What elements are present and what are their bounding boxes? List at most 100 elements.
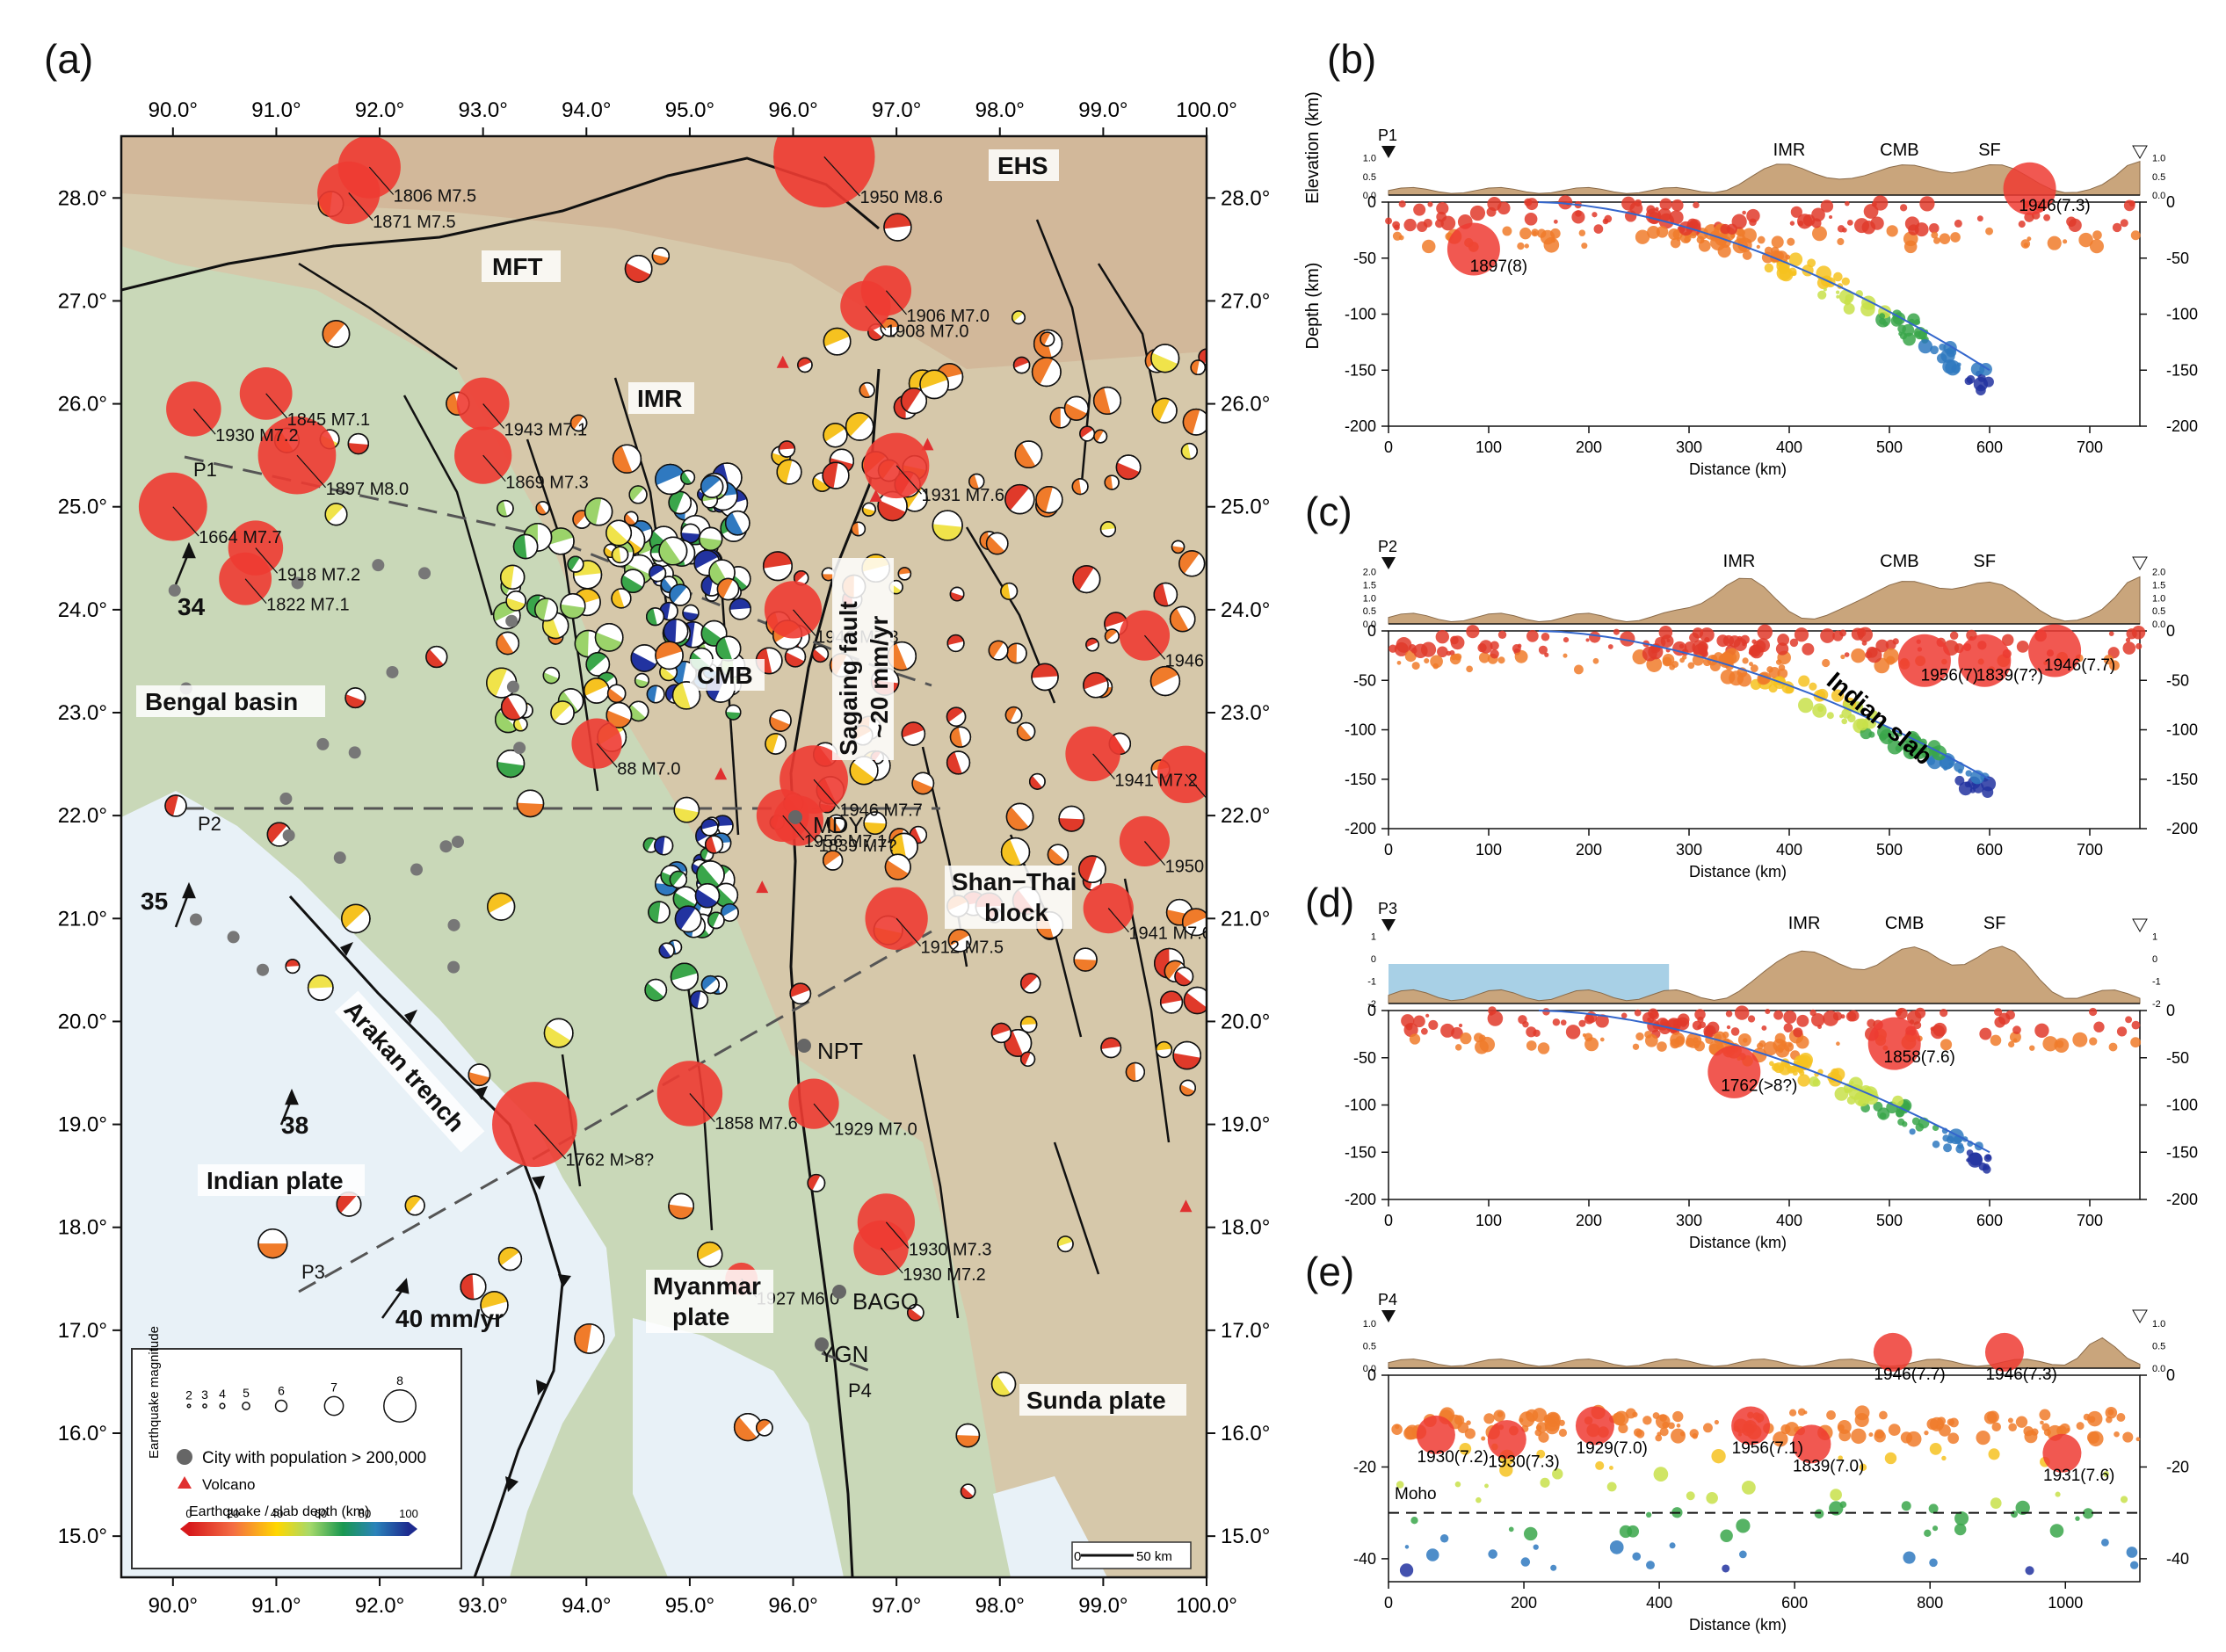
hypocenter <box>1690 231 1697 239</box>
hypocenter <box>1647 225 1660 239</box>
hypocenter <box>1779 267 1794 282</box>
historic-earthquake-label: 88 M7.0 <box>617 759 680 779</box>
arakan-trench-line <box>288 895 564 1577</box>
focal-mechanism <box>623 511 639 526</box>
focal-mechanism <box>680 469 696 485</box>
hypocenter <box>2126 1547 2138 1558</box>
hypocenter <box>1940 1039 1953 1051</box>
section-annotation: 1930(7.2) <box>1418 1448 1489 1467</box>
focal-mechanism <box>1115 454 1142 481</box>
hypocenter <box>1544 652 1549 657</box>
focal-mechanism <box>512 533 539 560</box>
hypocenter <box>1854 1405 1870 1421</box>
focal-mechanism <box>669 870 688 889</box>
depth-tick-label: -50 <box>1353 1049 1376 1067</box>
x-tick-label: 0 <box>1384 841 1393 859</box>
legend-volcano-text: Volcano <box>202 1476 256 1493</box>
hypocenter <box>1785 254 1791 260</box>
x-tick-label: 0 <box>1384 438 1393 456</box>
hypocenter <box>1693 1040 1706 1052</box>
legend-depth-tick: 100 <box>399 1507 418 1520</box>
elevation-tick-right: 0.0 <box>2152 620 2165 630</box>
hypocenter <box>1645 208 1662 224</box>
hypocenter <box>1483 1413 1495 1424</box>
depth-tick-label: -100 <box>1345 306 1376 323</box>
lat-tick-right: 15.0° <box>1221 1525 1270 1548</box>
hypocenter <box>1742 228 1757 243</box>
hypocenter <box>1860 301 1875 317</box>
x-tick-label: 0 <box>1384 1594 1393 1612</box>
hypocenter <box>1422 239 1436 254</box>
city-dot <box>447 918 460 931</box>
city-dot-mdy <box>788 810 802 824</box>
focal-mechanism <box>404 1195 425 1216</box>
volcano-icon <box>776 355 789 368</box>
x-tick-label: 1000 <box>2048 1594 2083 1612</box>
profile-end-marker <box>2132 1309 2148 1324</box>
historic-event-circle <box>1873 1332 1912 1372</box>
elevation-tick-right: 2.0 <box>2152 568 2165 578</box>
hypocenter <box>1817 290 1827 300</box>
focal-mechanism <box>644 978 668 1002</box>
hypocenter <box>1954 1523 1967 1536</box>
hypocenter <box>2040 1420 2044 1425</box>
hypocenter <box>1621 1012 1628 1019</box>
hypocenter <box>1802 642 1815 656</box>
legend-magnitude-label: 3 <box>201 1388 208 1402</box>
hypocenter <box>1477 642 1487 653</box>
focal-mechanism <box>673 796 700 823</box>
depth-tick-label: -200 <box>1345 820 1376 837</box>
hypocenter <box>1589 631 1601 643</box>
hypocenter <box>1620 631 1635 647</box>
hypocenter <box>1621 196 1636 211</box>
focal-mechanism <box>883 213 912 242</box>
hypocenter <box>1657 1041 1667 1052</box>
focal-mechanism <box>700 975 720 995</box>
legend-magnitude-circle <box>219 1402 226 1409</box>
hypocenter <box>1987 1410 1999 1424</box>
historic-earthquake-label: 1941 M7.2 <box>1114 772 1198 791</box>
hypocenter <box>1778 664 1786 671</box>
focal-mechanism <box>919 369 949 400</box>
hypocenter <box>1939 233 1951 244</box>
historic-earthquake-label: 1871 M7.5 <box>373 213 456 232</box>
highland-terrain <box>121 136 1207 1577</box>
hypocenter <box>1711 1449 1726 1464</box>
hypocenter <box>1538 645 1548 655</box>
focal-mechanism <box>849 756 879 786</box>
x-tick-label: 700 <box>2077 438 2103 456</box>
lat-tick-left: 19.0° <box>58 1113 107 1137</box>
focal-mechanism <box>1169 605 1196 633</box>
lon-tick-top: 93.0° <box>459 98 508 122</box>
focal-mechanism <box>1040 331 1055 347</box>
hypocenter <box>1454 1044 1462 1051</box>
hypocenter <box>1741 1480 1756 1495</box>
legend-city-dot <box>177 1449 192 1465</box>
focal-mechanism <box>946 750 971 775</box>
x-tick-label: 300 <box>1676 1212 1702 1229</box>
label-v38: 38 <box>281 1112 308 1139</box>
lon-tick-top: 99.0° <box>1078 98 1128 122</box>
focal-mechanism <box>990 1022 1012 1044</box>
hypocenter <box>1845 200 1850 206</box>
focal-mechanism <box>1004 483 1035 515</box>
focal-mechanism <box>1174 967 1194 987</box>
focal-mechanism <box>1073 947 1098 972</box>
focal-mechanism <box>542 666 561 685</box>
hypocenter <box>1493 1409 1505 1423</box>
hypocenter <box>2075 1516 2080 1521</box>
legend-depth-tick: 20 <box>227 1507 239 1520</box>
hypocenter <box>1931 231 1939 239</box>
focal-mechanism <box>946 634 965 653</box>
hypocenter <box>1439 1534 1449 1543</box>
hypocenter <box>1469 205 1486 221</box>
hypocenter <box>1413 1015 1425 1028</box>
depth-tick-label: 0 <box>1367 193 1376 211</box>
focal-mechanism <box>697 1241 723 1268</box>
hypocenter <box>1409 1033 1421 1045</box>
lat-tick-left: 16.0° <box>58 1422 107 1446</box>
historic-earthquake-label: 1946 M7.7 <box>839 801 923 820</box>
hypocenter <box>1644 1031 1652 1039</box>
depth-tick-label: -40 <box>1353 1550 1376 1568</box>
hypocenter <box>1593 224 1604 234</box>
